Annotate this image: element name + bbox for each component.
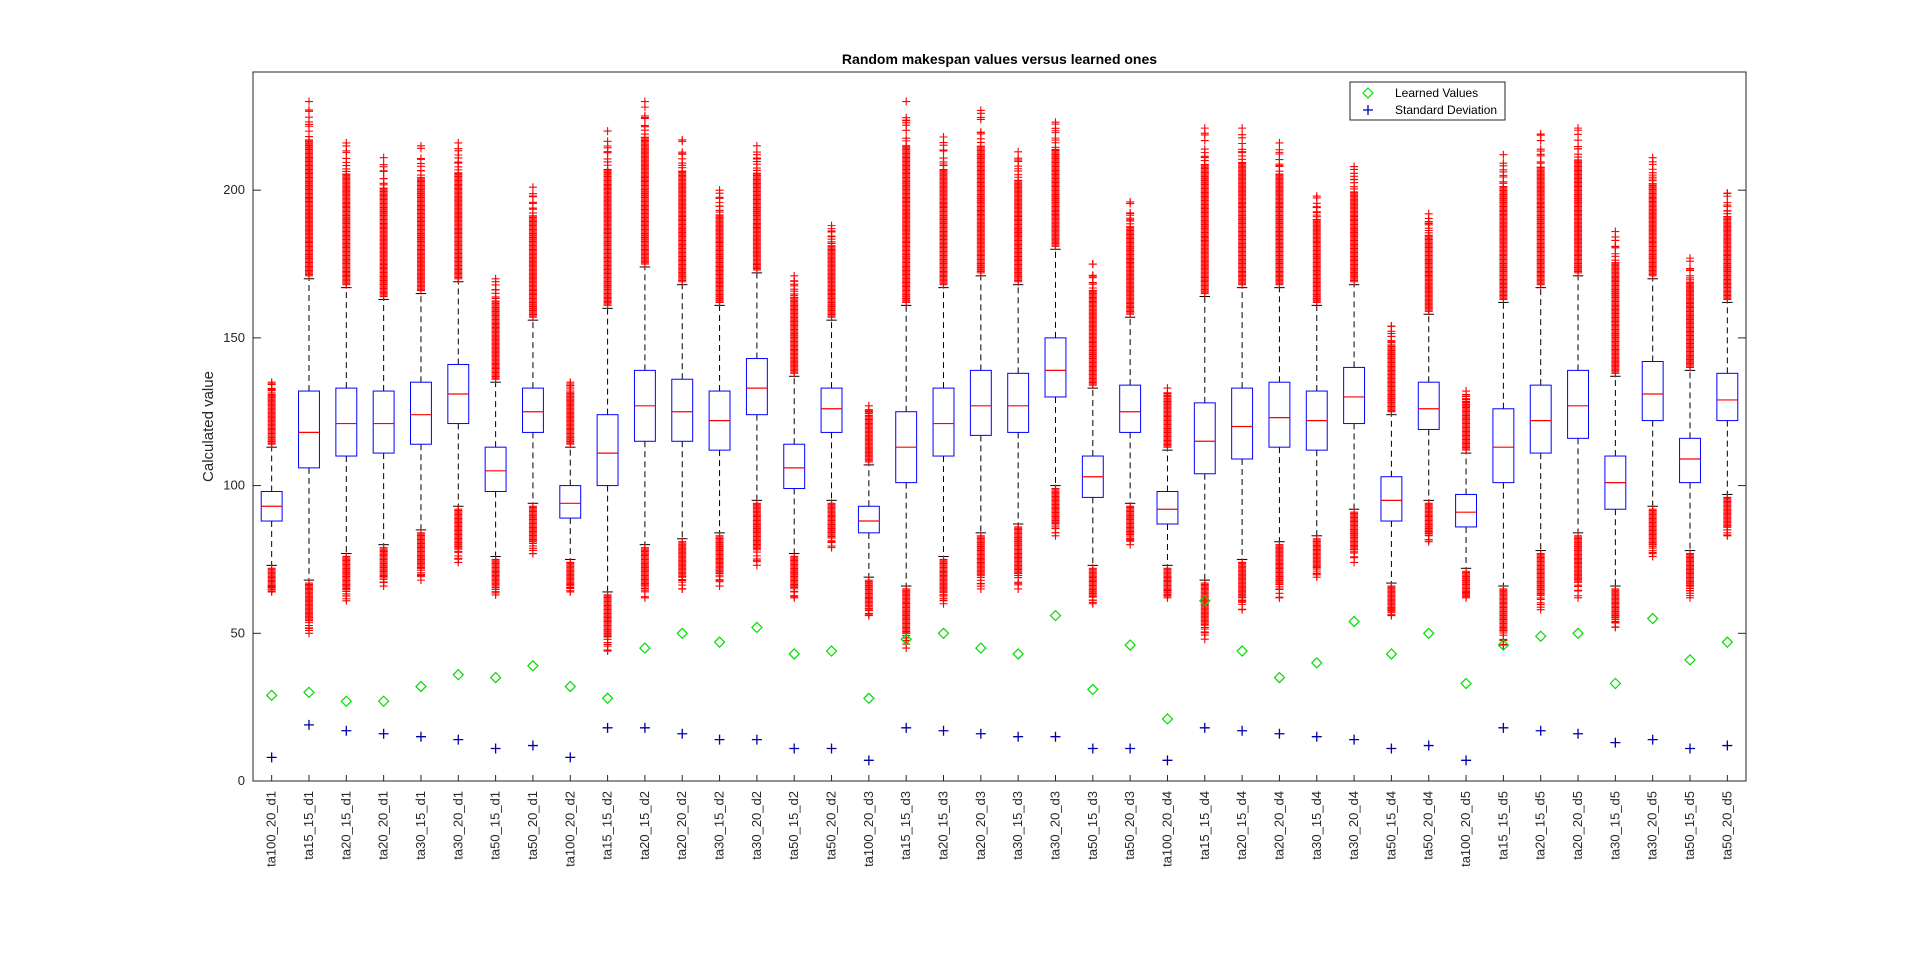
stddev-marker xyxy=(453,734,464,745)
box-group-ta20_15_d2 xyxy=(633,97,656,733)
outlier-marker xyxy=(304,107,313,116)
box-group-ta50_15_d1 xyxy=(484,274,507,754)
outlier-marker xyxy=(603,137,612,146)
outlier-marker xyxy=(304,629,313,638)
stddev-marker xyxy=(415,731,426,742)
outlier-marker xyxy=(379,582,388,591)
learned-value-marker xyxy=(564,680,577,693)
outlier-marker xyxy=(640,114,649,123)
outliers xyxy=(528,183,537,558)
learned-value-marker xyxy=(377,695,390,708)
box-iqr xyxy=(410,381,432,445)
box-group-ta30_20_d1 xyxy=(447,138,470,745)
outlier-marker xyxy=(342,138,351,147)
outlier-marker xyxy=(454,138,463,147)
box-group-ta20_20_d2 xyxy=(671,135,694,739)
outlier-marker xyxy=(304,97,313,106)
learned-value-marker xyxy=(639,642,651,654)
outlier-marker xyxy=(640,97,649,106)
learned-value-marker xyxy=(340,695,353,708)
outlier-marker xyxy=(603,647,612,656)
outlier-marker xyxy=(528,199,537,208)
outlier-marker xyxy=(304,120,313,129)
outlier-marker xyxy=(528,183,537,192)
box-group-ta20_20_d1 xyxy=(372,153,395,739)
learned-value-marker xyxy=(489,671,502,684)
outlier-marker xyxy=(528,549,537,558)
outliers xyxy=(640,97,649,602)
box-iqr xyxy=(372,390,395,454)
outliers xyxy=(342,138,351,605)
box-iqr xyxy=(521,387,544,433)
outlier-marker xyxy=(267,587,276,596)
outliers xyxy=(416,141,425,585)
box-iqr xyxy=(484,446,507,492)
box-group-ta100_20_d2 xyxy=(559,378,582,763)
outlier-marker xyxy=(416,576,425,585)
box-iqr xyxy=(596,414,619,487)
outliers xyxy=(566,378,575,596)
outlier-marker xyxy=(491,274,500,283)
outlier-marker xyxy=(379,162,388,171)
outlier-marker xyxy=(640,593,649,602)
chart-title: Random makespan values versus learned on… xyxy=(842,51,1157,67)
stddev-marker xyxy=(341,725,352,736)
outlier-marker xyxy=(342,596,351,605)
outlier-marker xyxy=(416,154,425,163)
outlier-marker xyxy=(566,587,575,596)
learned-value-marker xyxy=(601,692,614,705)
outlier-marker xyxy=(416,141,425,150)
stddev-marker xyxy=(527,740,538,751)
outlier-marker xyxy=(603,127,612,136)
box-iqr xyxy=(298,390,320,469)
learned-value-marker xyxy=(265,689,278,702)
outlier-marker xyxy=(267,378,276,387)
stddev-marker xyxy=(565,752,576,763)
stddev-marker xyxy=(266,752,277,763)
outliers xyxy=(267,378,276,596)
outliers xyxy=(379,153,388,591)
stddev-marker xyxy=(378,728,389,739)
outlier-marker xyxy=(379,174,388,183)
box-group-ta20_15_d1 xyxy=(335,138,358,736)
plot-area xyxy=(260,97,1739,766)
outliers xyxy=(603,127,612,656)
box-group-ta100_20_d1 xyxy=(260,378,283,763)
stddev-marker xyxy=(490,743,501,754)
outliers xyxy=(678,135,687,593)
box-iqr xyxy=(335,387,358,457)
outlier-marker xyxy=(640,121,649,130)
y-axis-label: Calculated value xyxy=(200,371,217,482)
learned-value-marker xyxy=(303,686,315,699)
box-group-ta15_15_d1 xyxy=(298,97,320,730)
box-group-ta50_20_d1 xyxy=(521,183,544,751)
box-group-ta15_15_d2 xyxy=(596,127,619,733)
box-group-ta30_15_d1 xyxy=(410,141,432,742)
learned-value-marker xyxy=(452,668,465,681)
box-iqr xyxy=(559,485,582,519)
learned-value-marker xyxy=(415,680,427,693)
outlier-marker xyxy=(566,378,575,387)
stddev-marker xyxy=(639,722,650,733)
outlier-marker xyxy=(454,558,463,567)
outliers xyxy=(304,97,313,638)
outliers xyxy=(491,274,500,599)
outlier-marker xyxy=(379,153,388,162)
box-iqr xyxy=(671,378,694,442)
stddev-marker xyxy=(303,719,314,730)
outliers xyxy=(454,138,463,567)
learned-value-marker xyxy=(527,659,539,672)
stddev-marker xyxy=(602,722,613,733)
outlier-marker xyxy=(491,590,500,599)
